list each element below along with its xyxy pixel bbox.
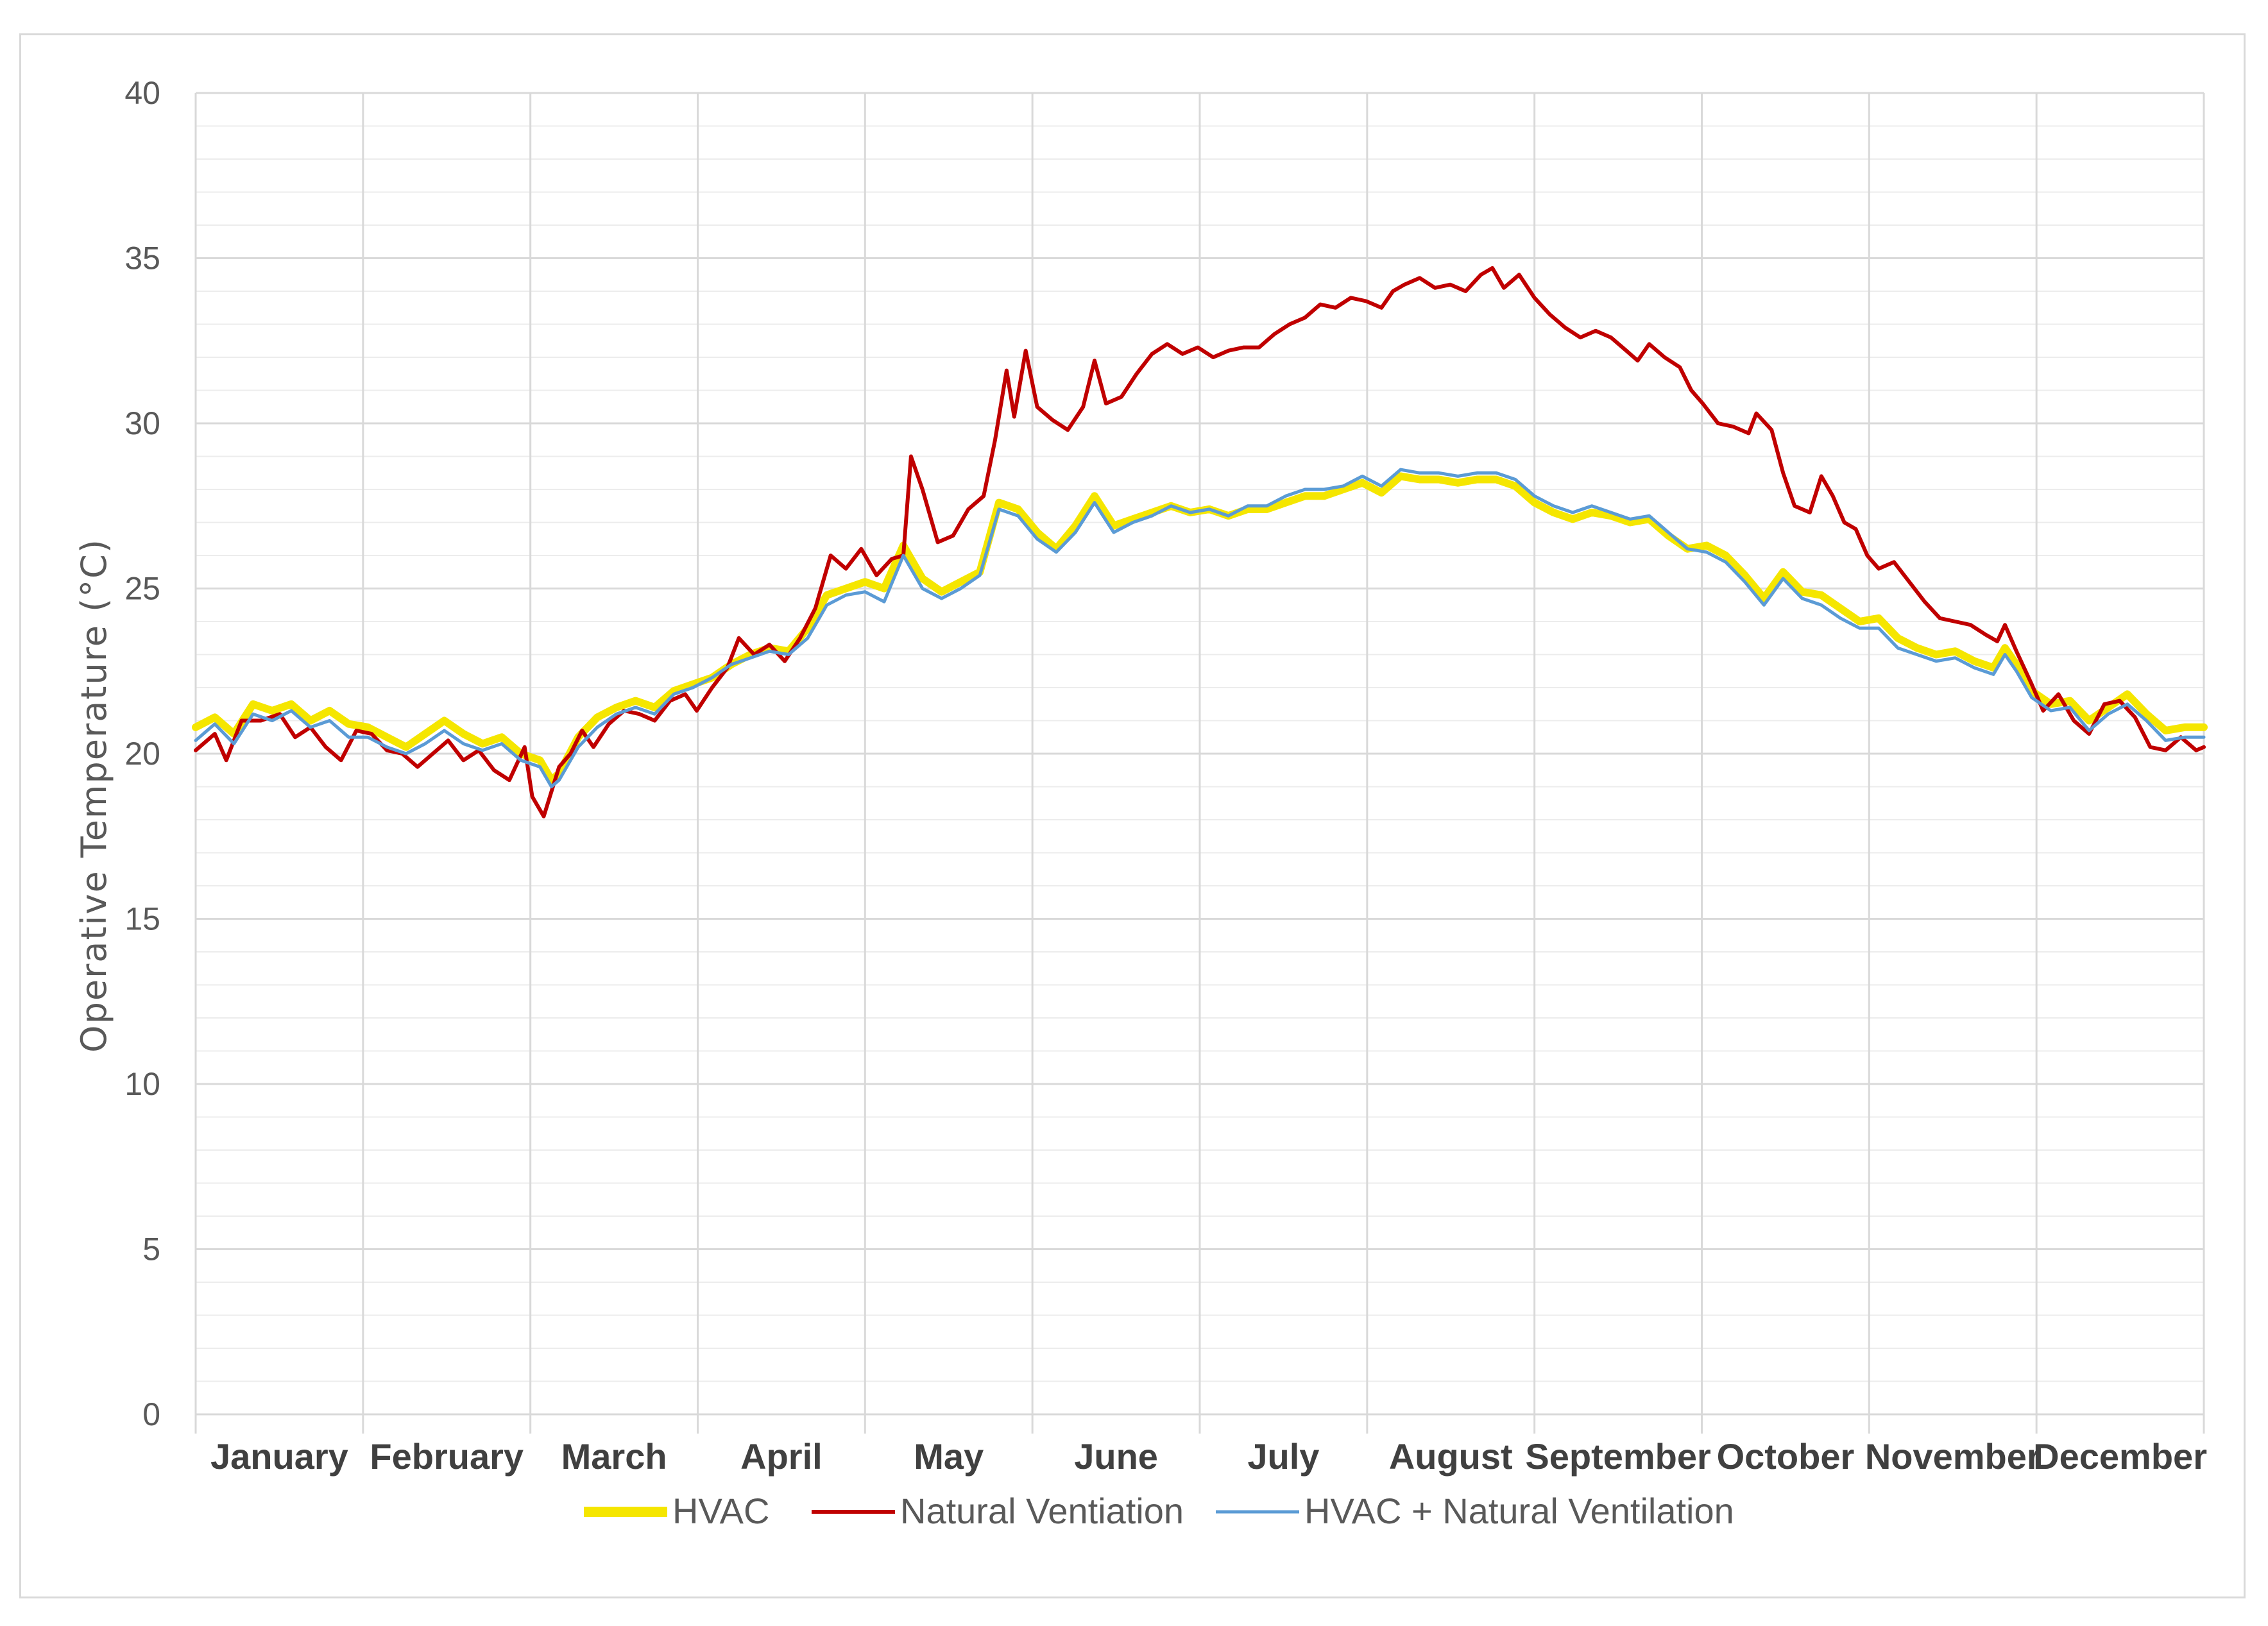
legend-label: HVAC + Natural Ventilation xyxy=(1304,1491,1734,1531)
y-tick-label: 15 xyxy=(124,901,160,937)
x-tick-label: December xyxy=(2033,1436,2207,1477)
series-line-3 xyxy=(194,468,2206,788)
chart-frame xyxy=(19,33,2246,1598)
y-tick-label: 20 xyxy=(124,736,160,772)
x-tick-label: April xyxy=(740,1436,823,1477)
x-tick-label: August xyxy=(1389,1436,1513,1477)
legend: HVAC Natural Ventiation HVAC + Natural Ven… xyxy=(584,1491,1734,1531)
y-tick-label: 5 xyxy=(142,1232,160,1267)
y-tick-label: 40 xyxy=(124,75,160,111)
x-tick-label: May xyxy=(914,1436,984,1477)
y-axis-ticks: 0 5 10 15 20 25 30 35 40 xyxy=(124,75,160,1432)
x-tick-label: October xyxy=(1717,1436,1855,1477)
x-tick-label: June xyxy=(1074,1436,1158,1477)
x-tick-label: January xyxy=(210,1436,348,1477)
x-tick-label: September xyxy=(1525,1436,1710,1477)
legend-label: HVAC xyxy=(672,1491,769,1531)
x-tick-label: February xyxy=(370,1436,524,1477)
y-axis-label: Operative Temperature (°C) xyxy=(74,538,114,1053)
x-axis-months: January February March April May June July Augu… xyxy=(210,1436,2207,1477)
legend-label: Natural Ventiation xyxy=(900,1491,1184,1531)
series-lines xyxy=(192,266,2208,818)
x-tick-label: July xyxy=(1247,1436,1319,1477)
x-tick-label: March xyxy=(561,1436,667,1477)
x-tick-label: November xyxy=(1865,1436,2041,1477)
y-tick-label: 30 xyxy=(124,405,160,441)
y-tick-label: 10 xyxy=(124,1066,160,1102)
y-tick-label: 0 xyxy=(142,1396,160,1432)
gridlines xyxy=(194,92,2205,1434)
y-tick-label: 25 xyxy=(124,571,160,607)
y-tick-label: 35 xyxy=(124,241,160,276)
